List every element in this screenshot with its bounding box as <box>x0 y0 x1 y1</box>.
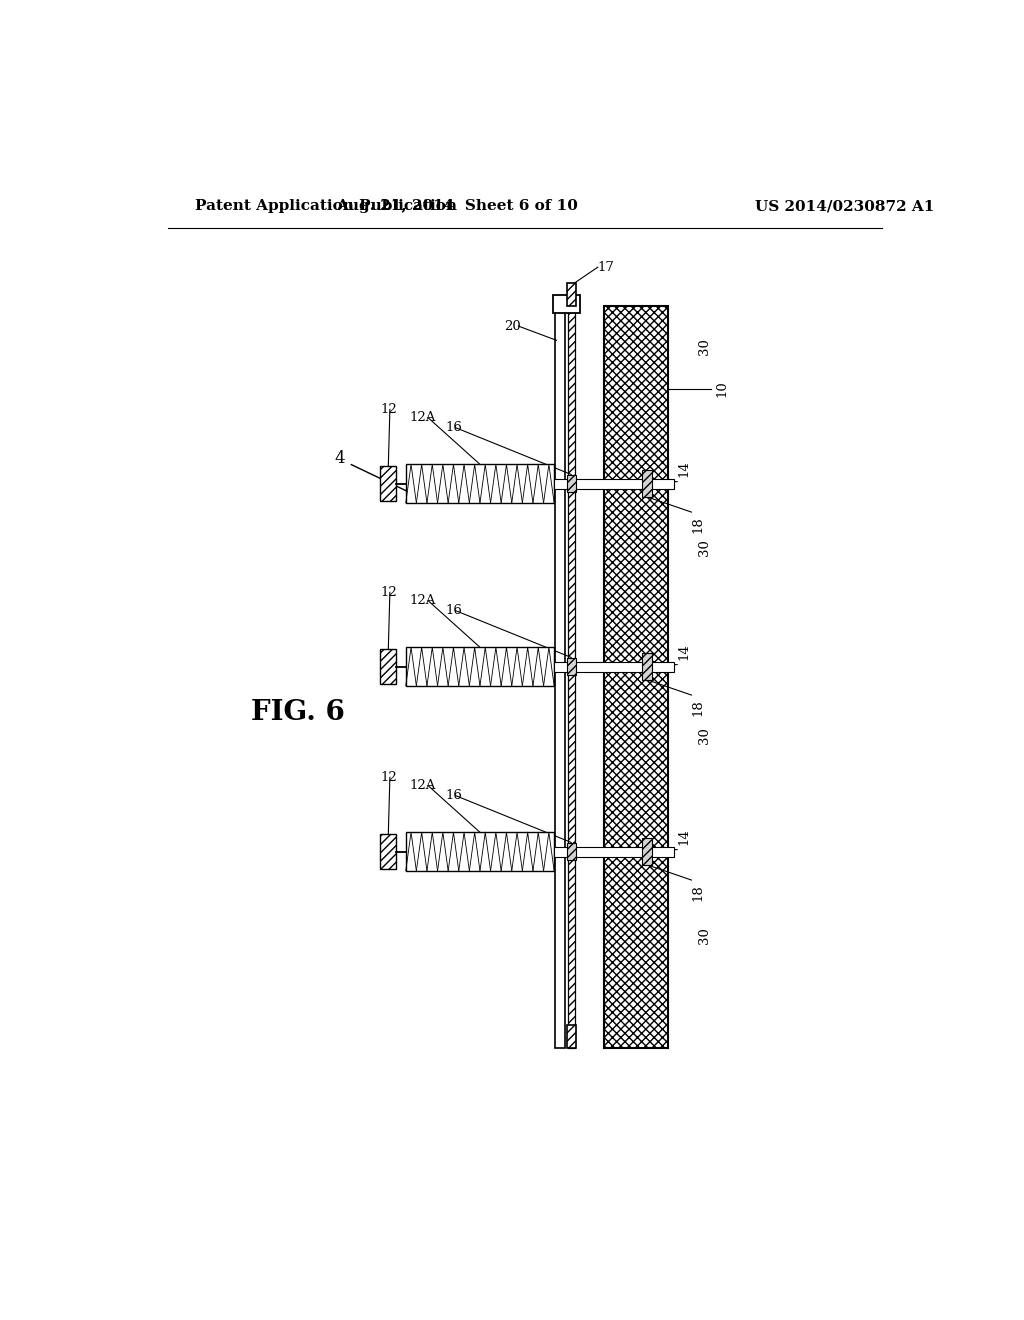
Text: 18: 18 <box>691 884 705 900</box>
Bar <box>567 1026 575 1048</box>
Bar <box>567 657 575 676</box>
Text: 12: 12 <box>380 771 397 784</box>
Bar <box>554 661 674 672</box>
Text: FIG. 6: FIG. 6 <box>251 698 345 726</box>
Bar <box>604 306 668 1048</box>
Bar <box>567 843 575 861</box>
Text: 16: 16 <box>445 789 462 803</box>
Bar <box>406 647 554 686</box>
Text: US 2014/0230872 A1: US 2014/0230872 A1 <box>755 199 934 213</box>
Text: 16: 16 <box>445 421 462 434</box>
Bar <box>554 846 674 857</box>
Text: 20: 20 <box>504 319 521 333</box>
Text: 30: 30 <box>697 540 711 556</box>
Bar <box>567 306 574 1048</box>
Text: 12: 12 <box>380 586 397 599</box>
Text: 12A: 12A <box>410 411 436 424</box>
Text: 18: 18 <box>691 516 705 533</box>
Text: 12: 12 <box>380 403 397 416</box>
Text: 12A: 12A <box>410 594 436 607</box>
Bar <box>555 306 565 1048</box>
Bar <box>642 653 651 680</box>
Text: 4: 4 <box>334 450 345 467</box>
Text: 12A: 12A <box>410 779 436 792</box>
Bar <box>406 465 554 503</box>
Text: 30: 30 <box>697 338 711 355</box>
Bar <box>380 649 396 684</box>
Bar <box>567 475 575 492</box>
Text: 30: 30 <box>697 727 711 744</box>
Bar <box>567 284 575 306</box>
Bar <box>380 466 396 500</box>
Text: 18: 18 <box>691 698 705 715</box>
Text: 17: 17 <box>598 260 614 273</box>
Bar <box>553 294 581 313</box>
Text: 14: 14 <box>677 461 690 477</box>
Bar <box>380 834 396 869</box>
Text: Patent Application Publication: Patent Application Publication <box>196 199 458 213</box>
Bar <box>554 479 674 488</box>
Text: 30: 30 <box>697 928 711 944</box>
Bar <box>642 838 651 865</box>
Text: 16: 16 <box>445 605 462 618</box>
Text: 10: 10 <box>715 380 728 397</box>
Text: Aug. 21, 2014  Sheet 6 of 10: Aug. 21, 2014 Sheet 6 of 10 <box>337 199 579 213</box>
Text: 14: 14 <box>677 828 690 845</box>
Bar <box>642 470 651 496</box>
Bar <box>406 833 554 871</box>
Text: 14: 14 <box>677 643 690 660</box>
